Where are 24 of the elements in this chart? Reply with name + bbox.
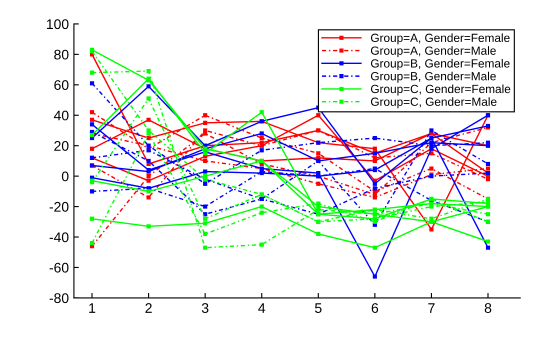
y-tick-label: -20 [50,202,69,212]
x-tick-label: 6 [372,303,378,313]
y-tick-label: 60 [54,80,69,90]
y-tick-label: 100 [46,19,69,30]
x-tick-label: 1 [89,303,96,313]
x-tick-label: 4 [258,303,266,313]
y-tick-label: 0 [62,171,69,182]
x-tick-label: 7 [428,303,435,313]
legend-label: Group=B, Gender=Female [370,58,510,70]
legend-label: Group=B, Gender=Male [370,72,496,83]
legend-label: Group=C, Gender=Female [370,84,510,96]
y-tick-label: -80 [50,293,69,304]
legend-label: Group=C, Gender=Male [370,97,496,108]
y-tick-label: 80 [54,50,69,60]
legend-label: Group=A, Gender=Female [370,33,510,44]
y-tick-label: -60 [50,262,69,273]
x-tick-label: 3 [202,303,208,313]
y-tick-label: 40 [54,110,69,120]
legend-label: Group=A, Gender=Male [370,46,496,58]
y-tick-label: 20 [54,141,69,151]
x-tick-label: 8 [484,303,492,313]
x-tick-label: 2 [145,303,152,313]
x-tick-label: 5 [314,303,322,313]
y-tick-label: -40 [50,232,69,242]
